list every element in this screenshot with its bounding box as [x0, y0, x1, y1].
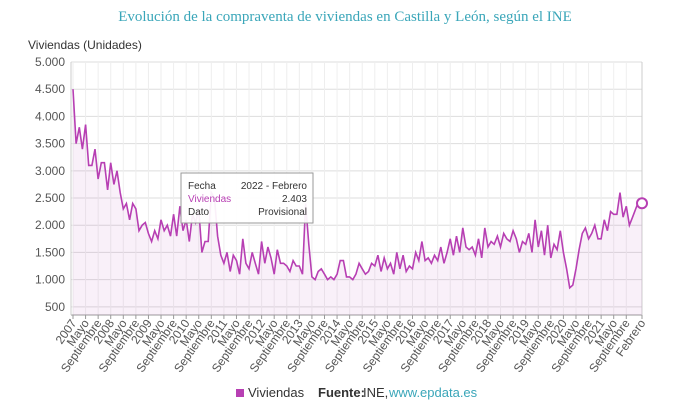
- point-marker: [636, 197, 648, 210]
- grid: 500 1.000 1.500 2.000 2.500 3.000 3.500 4.000 4.…: [35, 55, 643, 319]
- y-tick-label: 3.000: [35, 164, 65, 178]
- y-axis-label: Viviendas (Unidades): [28, 38, 142, 52]
- tooltip-key: Dato: [188, 207, 210, 218]
- y-tick-label: 1.000: [35, 273, 65, 287]
- tooltip-value: 2022 - Febrero: [241, 181, 308, 192]
- y-tick-label: 4.500: [35, 82, 65, 96]
- legend-swatch: [236, 389, 244, 397]
- y-tick-label: 2.000: [35, 218, 65, 232]
- y-tick-label: 5.000: [35, 55, 65, 69]
- legend: Viviendas Fuente: INE, www.epdata.es: [236, 385, 478, 400]
- source-label: Fuente:: [318, 385, 365, 400]
- area: [73, 89, 642, 315]
- legend-label: Viviendas: [248, 385, 305, 400]
- chart-title: Evolución de la compraventa de viviendas…: [118, 9, 572, 25]
- source-text: INE,: [363, 385, 388, 400]
- x-labels: 2007MayoSeptiembre2008MayoSeptiembre2009…: [53, 316, 649, 375]
- y-tick-label: 500: [45, 300, 65, 314]
- y-tick-label: 4.000: [35, 109, 65, 123]
- y-tick-label: 2.500: [35, 191, 65, 205]
- line: [72, 89, 643, 290]
- y-tick-label: 3.500: [35, 137, 65, 151]
- tooltip-rows: Fecha 2022 - Febrero Viviendas 2.403 Dato Pro…: [188, 181, 307, 218]
- y-tick-label: 1.500: [35, 245, 65, 259]
- tooltip-value: Provisional: [258, 207, 307, 218]
- plot: [72, 89, 648, 315]
- tooltip-key: Fecha: [188, 181, 216, 192]
- tooltip-box: [180, 172, 314, 224]
- tooltip: Fecha 2022 - Febrero Viviendas 2.403 Dato Pro…: [180, 172, 314, 224]
- source-link[interactable]: www.epdata.es: [388, 385, 478, 400]
- tooltip-key: Viviendas: [188, 194, 231, 205]
- tooltip-value: 2.403: [282, 194, 307, 205]
